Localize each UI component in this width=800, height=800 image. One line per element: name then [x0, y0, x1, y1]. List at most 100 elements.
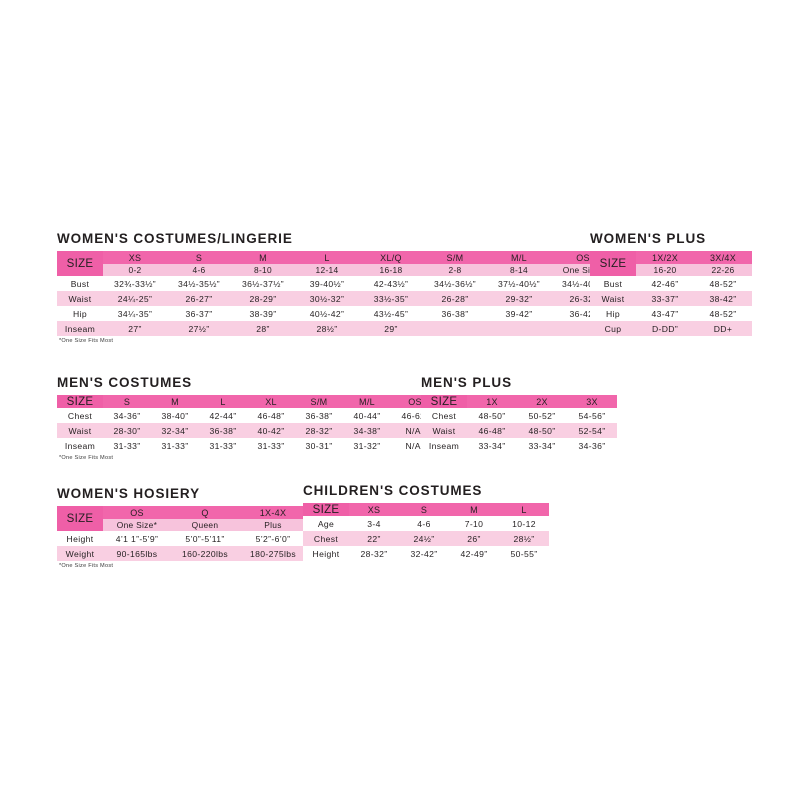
measurement-cell: 42-46”: [636, 276, 694, 291]
size-number-cell: 4-6: [167, 264, 231, 276]
table-row: Waist 24¼-25” 26-27” 28-29” 30½-32” 33½-35” 26…: [57, 291, 615, 306]
measurement-cell: [423, 321, 487, 336]
measurement-cell: 36-38”: [423, 306, 487, 321]
size-header-cell: M: [151, 395, 199, 408]
table-panel-womens-costumes: WOMEN'S COSTUMES/LINGERIE SIZE XS S M L XL/Q S…: [57, 231, 615, 344]
measurement-cell: D-DD”: [636, 321, 694, 336]
measurement-cell: 50-52”: [517, 408, 567, 423]
table-row: Height 4’1 1”-5’9” 5’0”-5’11” 5’2”-6’0”: [57, 531, 307, 546]
measurement-cell: 36-38”: [295, 408, 343, 423]
measurement-cell: 29”: [359, 321, 423, 336]
size-number-cell: Plus: [239, 519, 307, 531]
row-label-cell: Chest: [303, 531, 349, 546]
size-header-cell: M/L: [343, 395, 391, 408]
measurement-cell: 29-32”: [487, 291, 551, 306]
header-subrow-womens-plus: 16-20 22-26: [590, 264, 752, 276]
size-table-childrens-costumes: SIZE XS S M L Age 3-4 4-6 7-10 10-12 Chest 22” 24½” 2…: [303, 503, 549, 561]
measurement-cell: 28-29”: [231, 291, 295, 306]
measurement-cell: 160-220lbs: [171, 546, 239, 561]
measurement-cell: 28”: [231, 321, 295, 336]
table-row: Height 28-32” 32-42” 42-49” 50-55”: [303, 546, 549, 561]
measurement-cell: 31-33”: [103, 438, 151, 453]
measurement-cell: 90-165lbs: [103, 546, 171, 561]
row-label-cell: Chest: [421, 408, 467, 423]
header-row-childrens-costumes: SIZE XS S M L: [303, 503, 549, 516]
row-label-cell: Age: [303, 516, 349, 531]
measurement-cell: [487, 321, 551, 336]
measurement-cell: 32-34”: [151, 423, 199, 438]
measurement-cell: 22”: [349, 531, 399, 546]
table-row: Waist 46-48” 48-50” 52-54”: [421, 423, 617, 438]
size-header-cell: 1X/2X: [636, 251, 694, 264]
row-label-cell: Bust: [57, 276, 103, 291]
measurement-cell: 48-52”: [694, 276, 752, 291]
header-row-womens-plus: SIZE 1X/2X 3X/4X: [590, 251, 752, 276]
measurement-cell: 28-32”: [295, 423, 343, 438]
table-row: Hip 43-47” 48-52”: [590, 306, 752, 321]
measurement-cell: 36-37”: [167, 306, 231, 321]
measurement-cell: 34¼-35”: [103, 306, 167, 321]
size-header-cell: M: [449, 503, 499, 516]
measurement-cell: 48-50”: [517, 423, 567, 438]
measurement-cell: 24½”: [399, 531, 449, 546]
row-label-cell: Cup: [590, 321, 636, 336]
measurement-cell: 33-37”: [636, 291, 694, 306]
size-header-cell: 3X/4X: [694, 251, 752, 264]
size-table-mens-plus: SIZE 1X 2X 3X Chest 48-50” 50-52” 54-56” Waist 46…: [421, 395, 617, 453]
row-label-cell: Weight: [57, 546, 103, 561]
panel-title-womens-hosiery: WOMEN'S HOSIERY: [57, 486, 200, 501]
measurement-cell: 10-12: [499, 516, 549, 531]
size-label-cell: SIZE: [57, 251, 103, 276]
size-header-cell: L: [295, 251, 359, 264]
measurement-cell: 36-38”: [199, 423, 247, 438]
header-row-womens-costumes: SIZE XS S M L XL/Q S/M M/L OS: [57, 251, 615, 276]
size-header-cell: S/M: [423, 251, 487, 264]
size-number-cell: 16-18: [359, 264, 423, 276]
table-row: Waist 28-30” 32-34” 36-38” 40-42” 28-32” 34-38…: [57, 423, 439, 438]
size-table-mens-costumes: SIZE S M L XL S/M M/L OS Chest 34-36” 38-40” 42-44”…: [57, 395, 439, 453]
size-header-cell: 1X: [467, 395, 517, 408]
measurement-cell: 39-42”: [487, 306, 551, 321]
measurement-cell: 34½-35½”: [167, 276, 231, 291]
measurement-cell: 28-32”: [349, 546, 399, 561]
table-row: Inseam 31-33” 31-33” 31-33” 31-33” 30-31” 31-3…: [57, 438, 439, 453]
header-subrow-womens-costumes: 0-2 4-6 8-10 12-14 16-18 2-8 8-14 One Size*: [57, 264, 615, 276]
measurement-cell: 48-52”: [694, 306, 752, 321]
row-label-cell: Waist: [421, 423, 467, 438]
size-table-womens-plus: SIZE 1X/2X 3X/4X 16-20 22-26 Bust 42-46” 48-52”…: [590, 251, 752, 336]
size-header-cell: XS: [349, 503, 399, 516]
row-label-cell: Inseam: [57, 321, 103, 336]
size-header-cell: OS: [103, 506, 171, 519]
size-number-cell: 16-20: [636, 264, 694, 276]
measurement-cell: 3-4: [349, 516, 399, 531]
measurement-cell: 37½-40½”: [487, 276, 551, 291]
size-header-cell: L: [499, 503, 549, 516]
measurement-cell: 38-40”: [151, 408, 199, 423]
size-header-cell: XS: [103, 251, 167, 264]
panel-title-womens-costumes: WOMEN'S COSTUMES/LINGERIE: [57, 231, 293, 246]
measurement-cell: 5’2”-6’0”: [239, 531, 307, 546]
size-header-cell: M: [231, 251, 295, 264]
row-label-cell: Chest: [57, 408, 103, 423]
table-panel-womens-hosiery: WOMEN'S HOSIERY SIZE OS Q 1X-4X One Size* Que…: [57, 486, 307, 569]
measurement-cell: 40½-42”: [295, 306, 359, 321]
header-subrow-womens-hosiery: One Size* Queen Plus: [57, 519, 307, 531]
measurement-cell: 32¾-33½”: [103, 276, 167, 291]
measurement-cell: 26-27”: [167, 291, 231, 306]
table-panel-womens-plus: WOMEN'S PLUS SIZE 1X/2X 3X/4X 16-20 22-26 Bus…: [590, 231, 752, 338]
measurement-cell: 28½”: [295, 321, 359, 336]
table-panel-childrens-costumes: CHILDREN'S COSTUMES SIZE XS S M L Age 3-4 4-6 7-…: [303, 483, 549, 563]
measurement-cell: 27”: [103, 321, 167, 336]
measurement-cell: 38-39”: [231, 306, 295, 321]
size-number-cell: 12-14: [295, 264, 359, 276]
measurement-cell: 40-44”: [343, 408, 391, 423]
size-header-cell: Q: [171, 506, 239, 519]
measurement-cell: 52-54”: [567, 423, 617, 438]
size-header-cell: XL/Q: [359, 251, 423, 264]
measurement-cell: 7-10: [449, 516, 499, 531]
footnote-womens-hosiery: *One Size Fits Most: [59, 563, 114, 569]
row-label-cell: Waist: [57, 423, 103, 438]
measurement-cell: 43-47”: [636, 306, 694, 321]
size-label-cell: SIZE: [421, 395, 467, 408]
measurement-cell: DD+: [694, 321, 752, 336]
